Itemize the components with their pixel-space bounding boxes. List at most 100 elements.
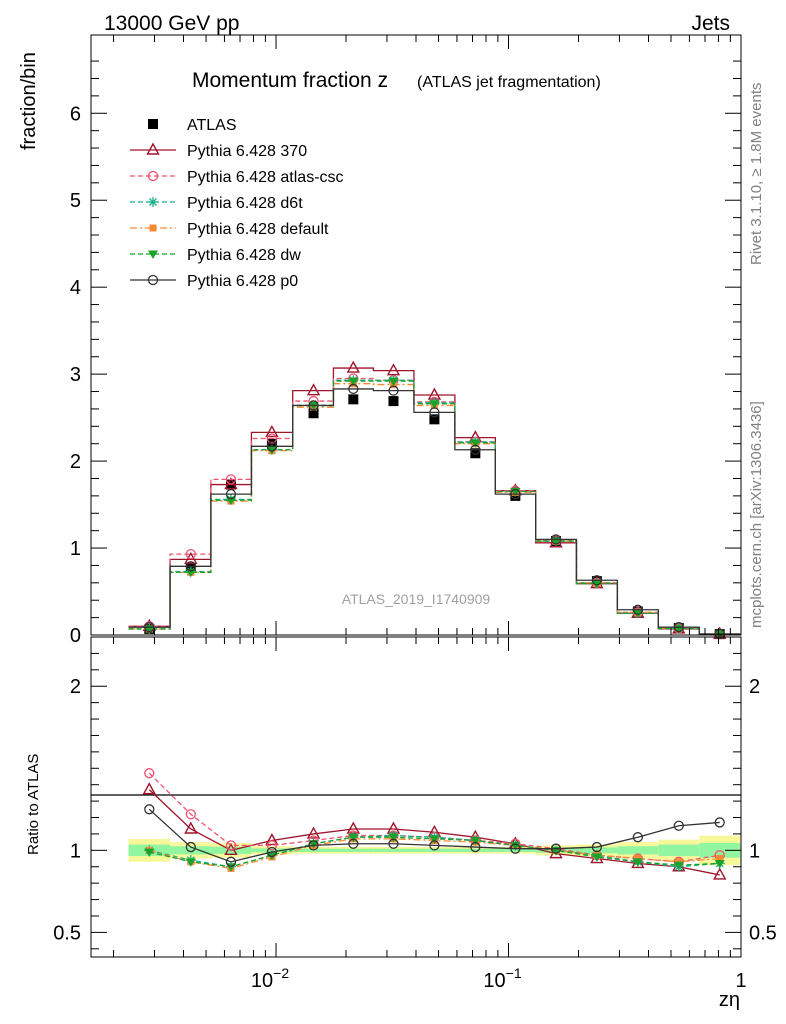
ratio-line [148, 808, 720, 863]
data-point [144, 622, 155, 633]
ratio-point [225, 840, 237, 851]
data-point [386, 363, 401, 376]
y-tick-label: 3 [70, 364, 81, 386]
ratio-point [144, 768, 155, 779]
ratio-point [308, 840, 319, 851]
mcplots-reference-label: mcplots.cern.ch [arXiv:1306.3436] [748, 401, 765, 628]
ratio-y-tick-label-right: 1 [749, 840, 760, 862]
data-point [673, 622, 684, 633]
data-point [266, 438, 277, 449]
ratio-point [429, 835, 440, 844]
ratio-point [716, 855, 724, 863]
ratio-y-tick-label-right: 2 [749, 676, 760, 698]
data-point [185, 561, 196, 572]
uncertainty-band-inner [170, 846, 211, 855]
uncertainty-band-inner [617, 846, 659, 855]
data-point [591, 575, 603, 586]
legend-entry: Pythia 6.428 370 [130, 142, 307, 160]
series-pythia-6-428-p0 [128, 383, 741, 640]
data-point [470, 444, 481, 455]
legend-entry: Pythia 6.428 dw [130, 247, 301, 264]
data-point [265, 424, 279, 438]
data-point [185, 548, 196, 560]
ratio-point [510, 841, 521, 851]
ratio-point [144, 804, 155, 815]
ratio-point [184, 821, 198, 834]
data-point [348, 394, 359, 405]
data-point [470, 439, 481, 448]
y-tick-label: 1 [70, 538, 81, 560]
data-point [714, 628, 725, 640]
data-point [550, 534, 562, 545]
data-point [308, 401, 319, 411]
ratio-point [266, 846, 278, 858]
data-point [348, 377, 359, 387]
ratio-point [632, 832, 643, 843]
ratio-point [632, 858, 643, 867]
ratio-point [185, 858, 196, 867]
ratio-point [348, 838, 359, 849]
main-title: Momentum fraction z [192, 69, 388, 92]
legend-marker [148, 250, 158, 259]
watermark-label: ATLAS_2019_I1740909 [342, 591, 491, 607]
data-point [632, 604, 643, 615]
ratio-point [510, 843, 521, 854]
legend-entry: Pythia 6.428 atlas-csc [130, 169, 344, 186]
ratio-y-tick-label: 2 [70, 676, 81, 698]
ratio-point [225, 856, 237, 867]
data-point [266, 441, 278, 452]
data-point [346, 360, 361, 373]
ratio-point [142, 782, 156, 795]
ratio-point [388, 833, 399, 843]
y-tick-label: 6 [70, 103, 81, 125]
uncertainty-band-inner [373, 848, 414, 852]
series-line [128, 388, 741, 635]
y-tick-label: 4 [70, 277, 81, 299]
data-point [308, 400, 319, 411]
legend-marker [147, 170, 159, 182]
ratio-panel-frame [90, 636, 742, 958]
legend-label: Pythia 6.428 atlas-csc [187, 169, 344, 186]
ratio-series-pythia-6-428-p0 [144, 804, 725, 867]
ratio-point [673, 861, 684, 871]
legend-label: Pythia 6.428 370 [187, 143, 307, 160]
ratio-point [185, 841, 196, 853]
x-tick-label: 10−2 [251, 965, 289, 992]
data-point [388, 396, 399, 407]
ratio-point [388, 838, 399, 849]
data-point [510, 488, 521, 500]
y-tick-label: 2 [70, 451, 81, 473]
legend-label: Pythia 6.428 dw [187, 247, 301, 264]
x-tick-label: 1 [735, 970, 746, 992]
main-y-axis-label: fraction/bin [18, 52, 40, 150]
legend-entry: ATLAS [148, 117, 237, 134]
data-point [306, 383, 321, 396]
ratio-point [265, 833, 279, 846]
legend-label: ATLAS [187, 117, 237, 134]
ratio-point [470, 836, 481, 846]
data-point [266, 433, 278, 444]
legend-entry: Pythia 6.428 d6t [130, 195, 303, 212]
ratio-panel: 0.5 0.5 1 1 2 2 10−2 10−1 1 Ratio to ATLAS zη [25, 636, 777, 1011]
uncertainty-band-inner [454, 848, 496, 852]
data-point [185, 568, 196, 578]
data-point [225, 474, 237, 485]
ratio-point [348, 833, 359, 843]
ratio-point [308, 840, 319, 849]
ratio-y-axis-label: Ratio to ATLAS [25, 754, 42, 855]
data-point [429, 407, 440, 418]
series-line [128, 380, 741, 635]
legend-entry: Pythia 6.428 p0 [130, 273, 298, 290]
uncertainty-band-inner [658, 844, 700, 857]
legend-label: Pythia 6.428 default [187, 221, 329, 238]
ratio-point [673, 820, 684, 831]
legend-label: Pythia 6.428 d6t [187, 195, 303, 212]
ratio-y-tick-label: 1 [70, 840, 81, 862]
data-point [429, 400, 440, 409]
legend-marker [149, 224, 157, 232]
y-tick-label: 0 [70, 625, 81, 647]
legend-marker [148, 197, 158, 207]
ratio-point [550, 843, 562, 854]
data-point [308, 408, 319, 419]
